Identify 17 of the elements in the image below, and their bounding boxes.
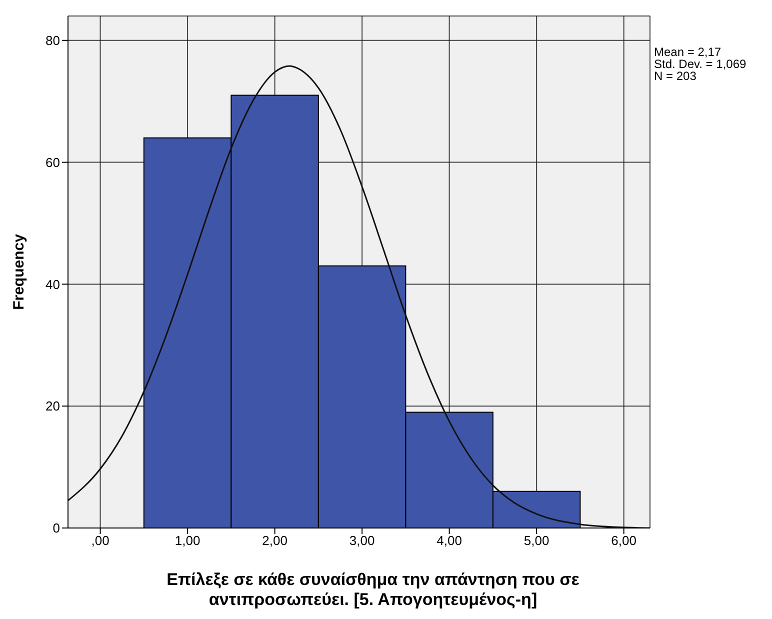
x-tick-label: 4,00 [436,533,462,548]
y-axis-title: Frequency [10,233,28,310]
y-tick-label: 20 [46,398,60,414]
y-tick-label: 60 [46,154,60,170]
text: N = 203 [654,69,698,83]
text: Mean = 2,17 [654,45,722,59]
x-tick-label: 1,00 [174,533,200,548]
text: Std. Dev. = 1,069 [654,57,746,71]
x-tick-label: 2,00 [262,533,288,548]
x-tick-label: 5,00 [524,533,550,548]
y-tick-label: 0 [52,520,60,536]
y-tick-label: 40 [46,276,60,292]
x-axis-title: Επίλεξε σε κάθε συναίσθημα την απάντηση που σε αντιπροσωπεύει. [5. Απογοητευμένος-η] [166,570,580,610]
x-tick-label: 3,00 [349,533,375,548]
x-tick-label: ,00 [91,533,110,548]
x-tick-label: 6,00 [611,533,636,548]
y-tick-label: 80 [46,32,60,48]
